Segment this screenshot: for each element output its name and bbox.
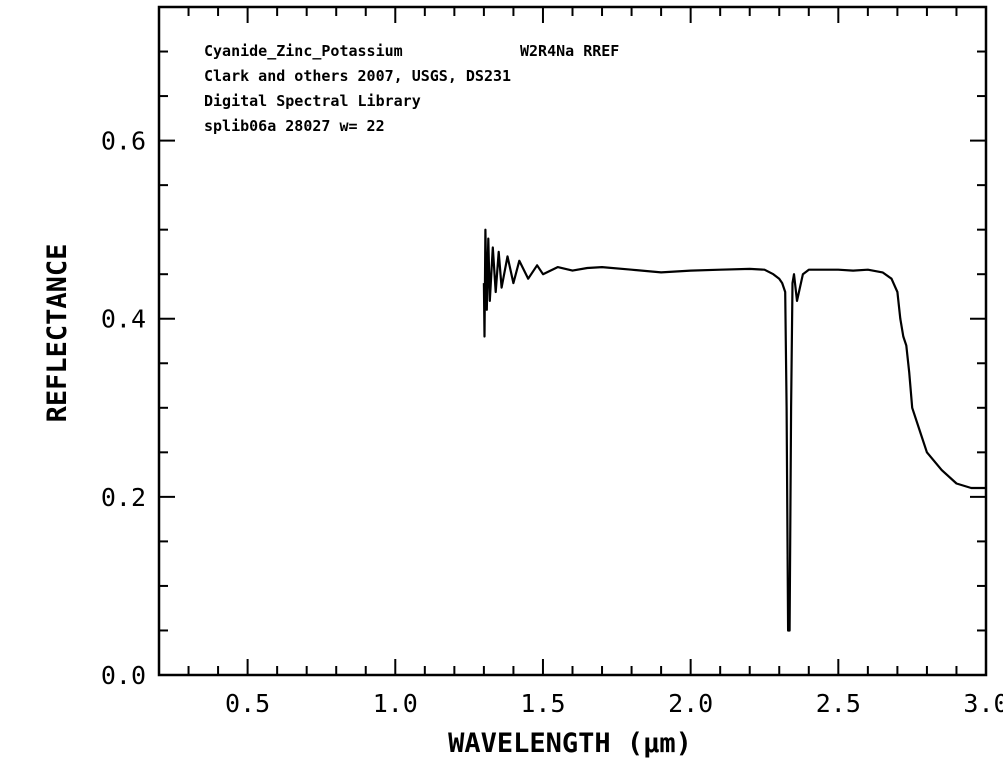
y-tick-label: 0.2: [101, 483, 146, 512]
ticks-layer: [158, 6, 987, 676]
annotation-citation: Clark and others 2007, USGS, DS231: [204, 67, 511, 85]
plot-frame: [157, 5, 988, 677]
reflectance-series-line: [482, 228, 986, 632]
x-tick-label: 2.0: [668, 689, 713, 718]
x-tick-label: 2.5: [816, 689, 861, 718]
annotation-spectrum-id: W2R4Na RREF: [520, 42, 619, 60]
y-tick-label: 0.6: [101, 127, 146, 156]
x-tick-label: 1.0: [373, 689, 418, 718]
annotation-block: Cyanide_Zinc_Potassium W2R4Na RREF Clark…: [204, 42, 619, 135]
y-axis-title: REFLECTANCE: [42, 244, 73, 423]
y-tick-label: 0.0: [101, 661, 146, 690]
x-tick-label: 0.5: [225, 689, 270, 718]
x-tick-label: 1.5: [520, 689, 565, 718]
annotation-library: Digital Spectral Library: [204, 92, 421, 110]
y-tick-label: 0.4: [101, 305, 146, 334]
x-tick-label: 3.0: [963, 689, 1003, 718]
annotation-material: Cyanide_Zinc_Potassium: [204, 42, 403, 60]
annotation-record: splib06a 28027 w= 22: [204, 117, 385, 135]
x-axis-title: WAVELENGTH (μm): [448, 728, 692, 759]
tick-labels-layer: 0.5 1.0 1.5 2.0 2.5 3.0 0.0 0.2 0.4 0.6: [101, 127, 1003, 718]
